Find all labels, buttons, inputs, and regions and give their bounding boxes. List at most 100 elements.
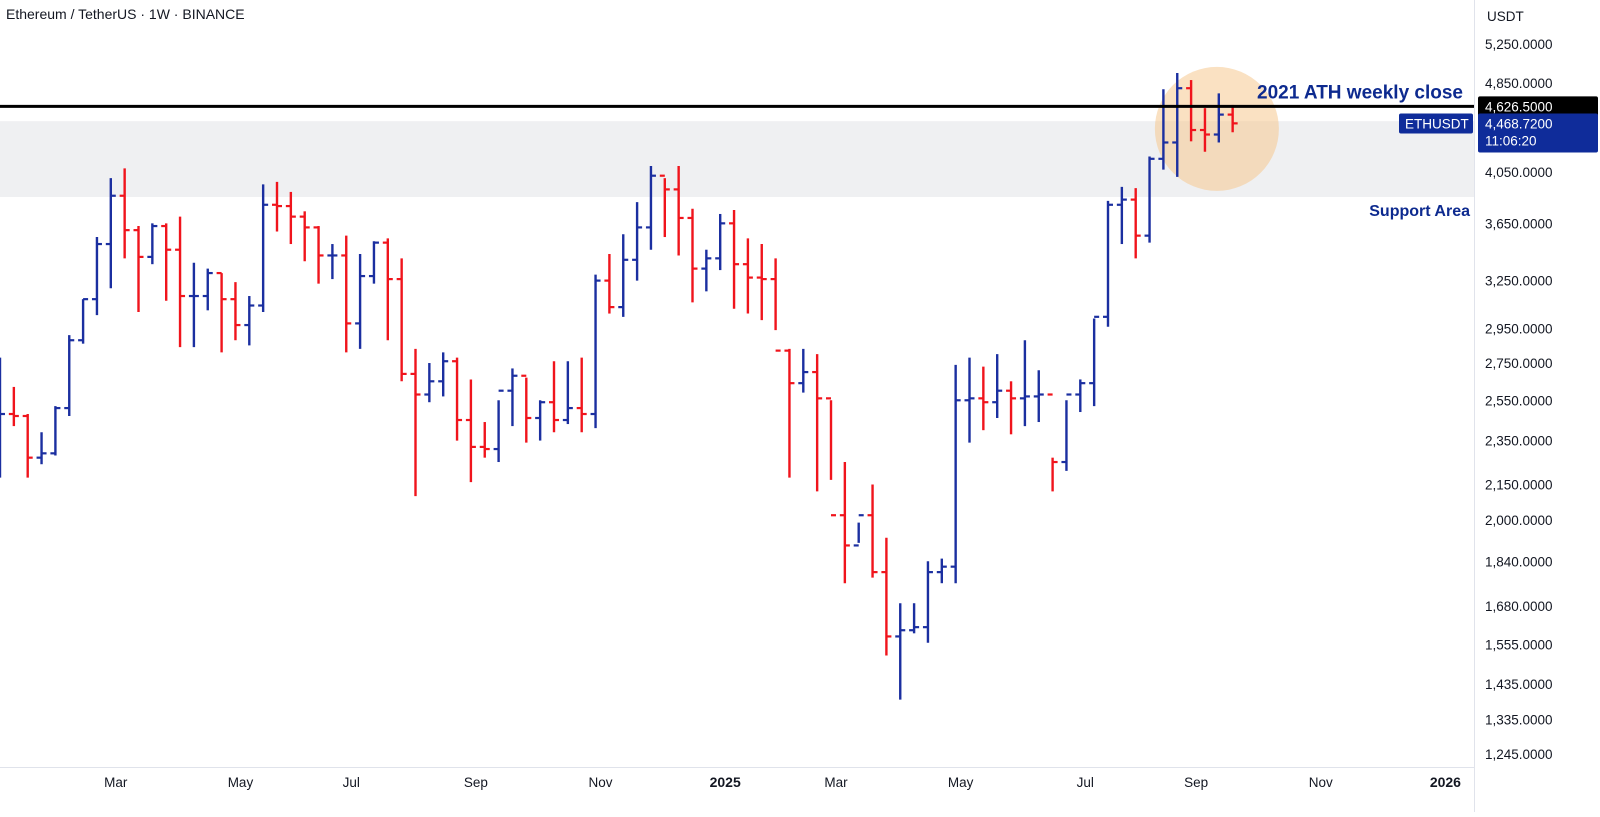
ohlc-bar	[78, 298, 89, 344]
ath-highlight-circle	[1154, 66, 1279, 191]
ohlc-bar	[327, 244, 338, 280]
ohlc-bar	[382, 238, 393, 341]
ohlc-bar	[950, 364, 961, 584]
ohlc-bar	[936, 558, 947, 584]
ohlc-bar	[133, 226, 144, 312]
ohlc-bar	[36, 432, 47, 465]
ohlc-bar	[701, 249, 712, 292]
ohlc-bar	[8, 386, 19, 427]
ohlc-bar	[1213, 93, 1224, 143]
ohlc-bar	[1130, 188, 1141, 259]
ohlc-bar	[64, 335, 75, 417]
ohlc-bar	[1075, 379, 1086, 413]
price-tick-label: 4,050.0000	[1485, 165, 1553, 180]
ohlc-bar	[826, 397, 836, 517]
ohlc-bar	[1158, 89, 1169, 170]
ohlc-bar	[978, 366, 989, 431]
last-price-tag: ETHUSDT 4,468.7200 11:06:20	[1399, 113, 1598, 153]
time-tick-label: Mar	[104, 775, 128, 790]
chart-title: Ethereum / TetherUS · 1W · BINANCE	[6, 6, 245, 22]
ath-price-tag: 4,626.5000	[1478, 96, 1598, 117]
ohlc-bar	[798, 348, 809, 393]
price-tick-label: 3,250.0000	[1485, 274, 1553, 289]
ohlc-bar	[964, 357, 975, 443]
ohlc-bar	[1199, 108, 1210, 152]
ath-price-tag-text: 4,626.5000	[1485, 99, 1553, 114]
last-price-text: 4,468.7200	[1485, 116, 1553, 131]
ohlc-bar	[645, 165, 656, 250]
price-tick-label: 2,550.0000	[1485, 393, 1553, 408]
ohlc-bar	[147, 223, 158, 265]
ohlc-bar	[465, 379, 476, 483]
ohlc-bar	[881, 537, 892, 656]
time-tick-label: May	[228, 775, 254, 790]
time-tick-label: Jul	[343, 775, 360, 790]
ohlc-bar	[770, 258, 781, 352]
ohlc-bar	[687, 208, 698, 303]
ohlc-bar	[839, 462, 850, 584]
price-tick-label: 5,250.0000	[1485, 37, 1553, 52]
ohlc-bar	[1103, 200, 1113, 327]
ohlc-bar	[535, 400, 546, 441]
ohlc-bar	[590, 274, 601, 429]
price-tick-label: 2,000.0000	[1485, 513, 1553, 528]
ohlc-bar	[909, 603, 920, 634]
ohlc-bar	[1061, 393, 1072, 471]
time-tick-label: Jul	[1077, 775, 1094, 790]
ohlc-bar	[867, 484, 878, 578]
price-tick-label: 2,750.0000	[1485, 356, 1553, 371]
ohlc-bar	[604, 254, 615, 314]
ohlc-bar	[161, 223, 172, 301]
ohlc-bar	[410, 348, 421, 497]
price-tick-label: 1,335.0000	[1485, 713, 1553, 728]
time-tick-label: May	[948, 775, 974, 790]
price-axis[interactable]: 5,250.0000 4,850.0000 4,050.0000 3,650.0000…	[1485, 37, 1553, 762]
price-tick-label: 2,950.0000	[1485, 321, 1553, 336]
ohlc-bar	[521, 374, 532, 443]
price-tick-label: 1,245.0000	[1485, 747, 1553, 762]
time-axis[interactable]: Mar May Jul Sep Nov 2025 Mar May Jul Sep Nov 2026	[104, 774, 1461, 790]
support-area-label: Support Area	[1369, 203, 1470, 220]
ohlc-bar	[479, 422, 490, 458]
ohlc-bar	[1227, 104, 1238, 133]
ohlc-bar	[216, 271, 227, 353]
ohlc-bar	[729, 210, 740, 309]
ohlc-bar	[562, 361, 573, 425]
ohlc-bar	[1033, 370, 1044, 423]
ohlc-bar	[230, 282, 241, 341]
currency-label[interactable]: USDT	[1487, 9, 1524, 24]
ohlc-bar	[549, 361, 559, 433]
price-tick-label: 2,350.0000	[1485, 434, 1553, 449]
ohlc-bar	[1144, 156, 1155, 243]
time-tick-label: 2026	[1430, 774, 1461, 790]
ohlc-bar	[1116, 186, 1127, 245]
ohlc-bar	[313, 226, 324, 284]
price-tick-label: 1,435.0000	[1485, 677, 1553, 692]
price-tick-label: 1,680.0000	[1485, 599, 1553, 614]
price-tick-label: 2,150.0000	[1485, 477, 1553, 492]
price-tick-label: 3,650.0000	[1485, 216, 1553, 231]
ohlc-bar	[784, 348, 795, 478]
time-tick-label: Mar	[824, 775, 848, 790]
ohlc-bar	[992, 354, 1003, 419]
ohlc-bar	[812, 354, 823, 492]
ohlc-bar	[0, 357, 5, 478]
time-tick-label: Nov	[589, 775, 613, 790]
ohlc-bar	[119, 168, 130, 259]
ohlc-bar	[105, 178, 116, 289]
ohlc-bar	[341, 235, 352, 353]
ohlc-bar	[1006, 381, 1017, 435]
ohlc-bar	[1172, 73, 1183, 177]
time-tick-label: Nov	[1309, 775, 1333, 790]
ohlc-bar	[576, 357, 587, 433]
time-tick-label: Sep	[1184, 775, 1208, 790]
price-tick-label: 1,555.0000	[1485, 637, 1553, 652]
ohlc-bar	[632, 202, 643, 281]
ohlc-bar	[715, 213, 726, 271]
ohlc-bar	[438, 352, 449, 397]
ohlc-bar	[507, 368, 518, 427]
ohlc-bar	[91, 237, 102, 316]
ohlc-bar	[396, 258, 407, 382]
